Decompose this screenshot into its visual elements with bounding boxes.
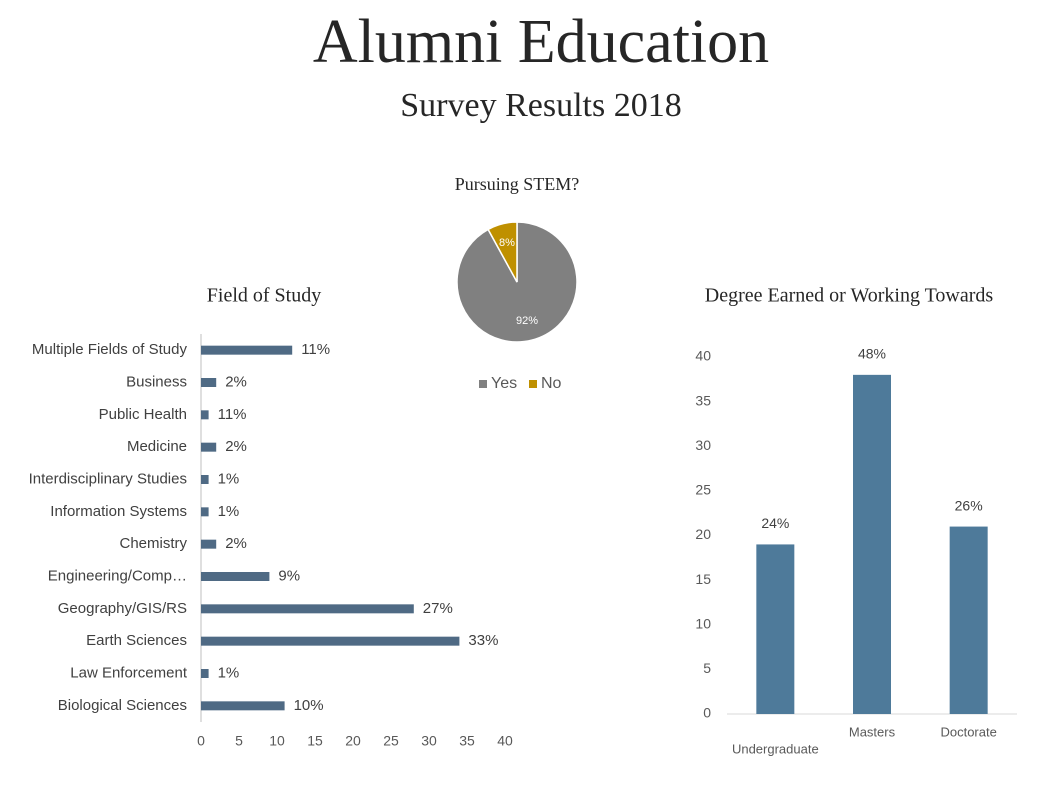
bar [756, 544, 795, 714]
bar [201, 701, 285, 711]
slide-title: Alumni Education [313, 8, 769, 76]
data-label: 1% [218, 664, 240, 681]
y-tick-label: 0 [703, 705, 711, 721]
y-tick-label: 15 [695, 571, 711, 587]
data-label: 8% [499, 237, 515, 249]
x-tick-label: Undergraduate [732, 741, 819, 756]
y-tick-label: 20 [695, 526, 711, 542]
data-label: 1% [218, 470, 240, 487]
y-tick-label: 30 [695, 437, 711, 453]
x-tick-label: 40 [497, 733, 513, 749]
slide-subtitle: Survey Results 2018 [400, 87, 681, 124]
y-tick-label: Medicine [127, 438, 187, 455]
bar [201, 507, 209, 517]
x-tick-label: 25 [383, 733, 399, 749]
data-label: 24% [761, 515, 789, 531]
y-tick-label: Information Systems [50, 503, 187, 520]
bar [201, 572, 270, 581]
legend-label: No [541, 375, 562, 392]
y-tick-label: Geography/GIS/RS [58, 600, 187, 617]
y-tick-label: 35 [695, 392, 711, 408]
bar [201, 345, 293, 355]
legend-swatch [529, 380, 537, 388]
bar [201, 378, 217, 387]
data-label: 92% [516, 315, 538, 327]
data-label: 11% [218, 406, 247, 423]
bar [201, 475, 209, 484]
data-label: 27% [423, 600, 453, 617]
bar [201, 636, 460, 646]
x-tick-label: 30 [421, 733, 437, 749]
bar [853, 374, 891, 714]
data-label: 11% [301, 341, 330, 358]
bar [201, 442, 217, 452]
data-label: 48% [858, 346, 886, 362]
x-tick-label: 10 [269, 733, 285, 749]
y-tick-label: Interdisciplinary Studies [29, 470, 187, 487]
data-label: 2% [225, 535, 247, 552]
chart-title: Degree Earned or Working Towards [705, 285, 994, 307]
chart-title: Pursuing STEM? [455, 174, 580, 194]
y-tick-label: Engineering/Comp… [48, 567, 187, 584]
chart-title: Field of Study [207, 285, 321, 307]
legend-label: Yes [491, 375, 517, 392]
x-tick-label: 35 [459, 733, 475, 749]
x-tick-label: 5 [235, 733, 243, 749]
data-label: 9% [278, 567, 300, 584]
bar [201, 410, 209, 420]
y-tick-label: 40 [695, 348, 711, 364]
data-label: 10% [294, 697, 324, 714]
bar [949, 526, 988, 714]
x-tick-label: 0 [197, 733, 205, 749]
bar [201, 604, 414, 614]
data-label: 1% [218, 503, 240, 520]
y-tick-label: Multiple Fields of Study [32, 341, 188, 358]
y-tick-label: 25 [695, 482, 711, 498]
y-tick-label: Law Enforcement [70, 664, 188, 681]
y-tick-label: 10 [695, 615, 711, 631]
bar [201, 669, 209, 678]
y-tick-label: 5 [703, 660, 711, 676]
data-label: 2% [225, 438, 247, 455]
y-tick-label: Biological Sciences [58, 697, 187, 714]
y-tick-label: Chemistry [119, 535, 187, 552]
y-tick-label: Business [126, 373, 187, 390]
data-label: 33% [468, 632, 498, 649]
bar [201, 539, 217, 549]
legend-swatch [479, 380, 487, 388]
x-tick-label: Doctorate [940, 724, 996, 739]
x-tick-label: 20 [345, 733, 361, 749]
y-tick-label: Public Health [99, 406, 187, 423]
y-tick-label: Earth Sciences [86, 632, 187, 649]
pie-slice [487, 221, 518, 283]
x-tick-label: 15 [307, 733, 323, 749]
x-tick-label: Masters [849, 724, 896, 739]
data-label: 2% [225, 373, 247, 390]
data-label: 26% [955, 497, 983, 513]
